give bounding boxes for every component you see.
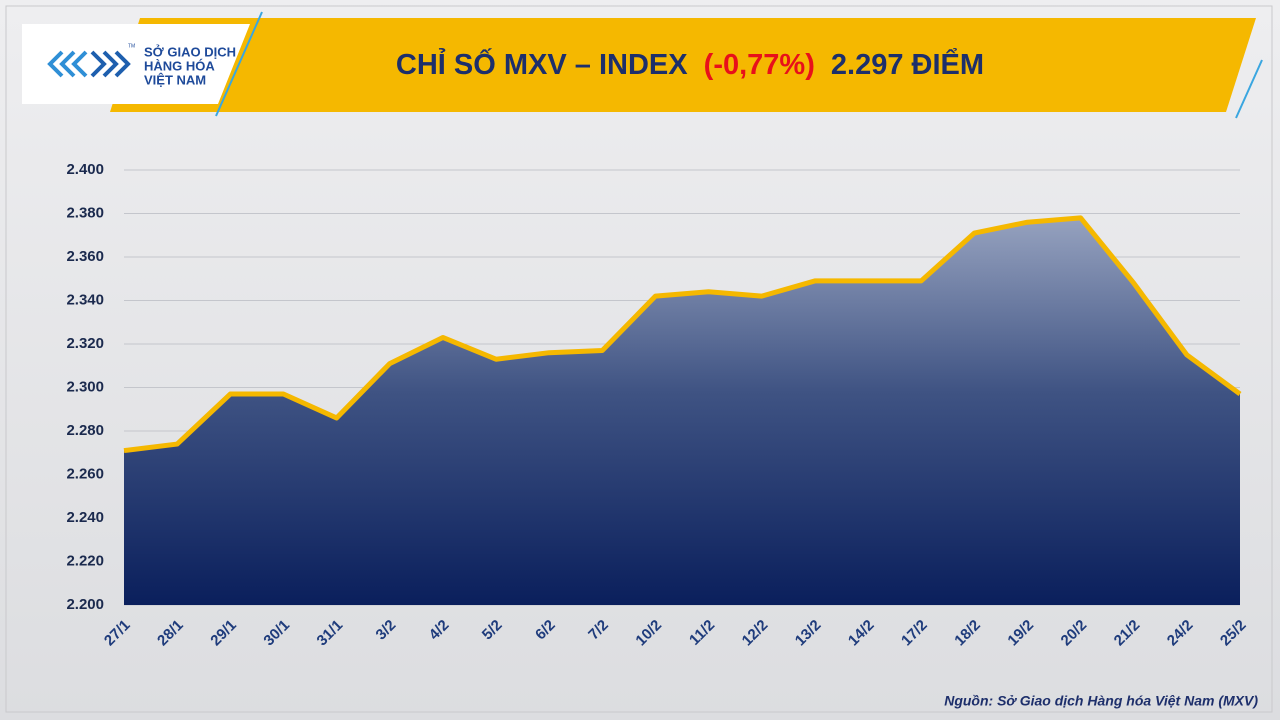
y-tick-label: 2.380 [66, 204, 104, 221]
logo-box [22, 24, 250, 104]
y-tick-label: 2.360 [66, 248, 104, 265]
y-tick-label: 2.280 [66, 422, 104, 439]
logo-icon [47, 50, 131, 78]
title-text: CHỈ SỐ MXV – INDEX [396, 47, 688, 81]
line [123, 215, 1242, 454]
title-change: (-0,77%) [704, 49, 815, 81]
y-tick-label: 2.200 [66, 596, 104, 613]
chart-title: CHỈ SỐ MXV – INDEX (-0,77%) 2.297 ĐIỂM [396, 47, 984, 81]
y-tick-label: 2.220 [66, 552, 104, 569]
logo-text: HÀNG HÓA [144, 58, 215, 73]
y-tick-label: 2.340 [66, 291, 104, 308]
y-tick-label: 2.300 [66, 378, 104, 395]
area [124, 217, 1240, 605]
logo-text: VIỆT NAM [144, 72, 206, 87]
logo-text: SỞ GIAO DỊCH [144, 44, 236, 59]
accent-line [1235, 59, 1263, 119]
frame [5, 5, 1273, 713]
y-tick-label: 2.240 [66, 509, 104, 526]
logo-mark: TM [128, 43, 135, 49]
y-tick-label: 2.400 [66, 161, 104, 178]
y-tick-label: 2.320 [66, 335, 104, 352]
title-banner [110, 18, 1256, 112]
y-tick-label: 2.260 [66, 465, 104, 482]
source-note: Nguồn: Sở Giao dịch Hàng hóa Việt Nam (M… [944, 693, 1258, 709]
title-value: 2.297 ĐIỂM [831, 47, 984, 81]
accent-line [215, 11, 263, 117]
